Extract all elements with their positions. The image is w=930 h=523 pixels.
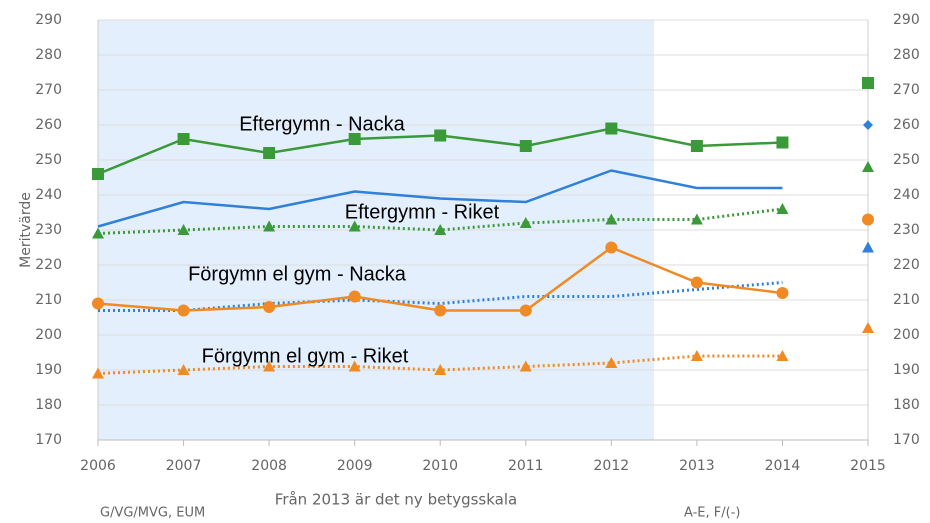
marker	[519, 140, 532, 152]
x-tick-label: 2013	[679, 458, 715, 474]
marker	[177, 304, 190, 317]
x-axis-label: Från 2013 är det ny betygsskala	[275, 491, 517, 509]
y2-tick-label: 190	[893, 362, 920, 378]
y2-tick-label: 280	[893, 47, 920, 63]
y2-tick-label: 270	[893, 82, 920, 98]
y-tick-label: 250	[35, 152, 62, 168]
y2-tick-label: 230	[893, 222, 920, 238]
marker	[92, 367, 104, 379]
y-tick-label: 240	[35, 187, 62, 203]
y-tick-label: 280	[35, 47, 62, 63]
series-annotation: Eftergymn - Riket	[345, 201, 500, 223]
x-tick-label: 2010	[422, 458, 458, 474]
marker	[862, 161, 874, 172]
series-annotation: Förgymn el gym - Riket	[202, 345, 409, 367]
y-axis-label: Meritvärde	[18, 192, 34, 268]
x-tick-label: 2006	[80, 458, 116, 474]
y2-tick-label: 170	[893, 432, 920, 448]
marker	[690, 140, 703, 152]
y-tick-label: 290	[35, 12, 62, 28]
y-tick-label: 170	[35, 432, 62, 448]
y2-tick-label: 210	[893, 292, 920, 308]
marker	[519, 217, 532, 228]
y2-tick-label: 260	[893, 117, 920, 133]
marker	[519, 360, 532, 372]
marker	[348, 220, 361, 232]
x-tick-label: 2009	[337, 458, 373, 474]
marker	[434, 304, 447, 317]
marker	[519, 304, 532, 317]
marker	[605, 122, 618, 135]
marker	[863, 120, 873, 130]
marker	[348, 360, 361, 372]
marker	[605, 213, 618, 225]
series-line	[97, 169, 783, 228]
y-tick-label: 180	[35, 397, 62, 413]
y-tick-label: 260	[35, 117, 62, 133]
marker	[862, 322, 874, 333]
x-tick-label: 2014	[765, 458, 801, 474]
y2-tick-label: 290	[893, 12, 920, 28]
marker	[605, 357, 618, 368]
marker	[690, 350, 703, 361]
y2-tick-label: 200	[893, 327, 920, 343]
y-tick-label: 270	[35, 82, 62, 98]
marker	[348, 133, 361, 145]
marker	[862, 213, 874, 226]
y-tick-label: 190	[35, 362, 62, 378]
marker	[776, 287, 789, 299]
marker	[690, 276, 703, 289]
y-tick-label: 210	[35, 292, 62, 308]
note: A-E, F/(-)	[684, 506, 740, 521]
marker	[434, 364, 447, 375]
x-tick-label: 2007	[166, 458, 202, 474]
marker	[434, 129, 447, 142]
marker	[862, 77, 874, 89]
y2-tick-label: 180	[893, 397, 920, 413]
marker	[776, 203, 789, 214]
marker	[776, 350, 789, 361]
series-line	[97, 354, 783, 375]
series-line	[98, 281, 783, 312]
y2-tick-label: 220	[893, 257, 920, 273]
marker	[434, 224, 447, 235]
marker	[177, 224, 190, 235]
marker	[690, 213, 703, 225]
x-tick-label: 2012	[594, 458, 630, 474]
x-tick-label: 2015	[850, 458, 886, 474]
marker	[263, 360, 276, 372]
y-tick-label: 220	[35, 257, 62, 273]
y-tick-label: 230	[35, 222, 62, 238]
marker	[862, 241, 874, 253]
marker	[92, 297, 104, 310]
marker	[605, 241, 618, 254]
y2-tick-label: 250	[893, 152, 920, 168]
marker	[177, 133, 190, 145]
note: G/VG/MVG, EUM	[100, 506, 205, 521]
series-line	[97, 207, 783, 235]
marker	[92, 168, 104, 180]
marker	[177, 364, 190, 375]
marker	[263, 220, 276, 232]
marker	[263, 147, 276, 159]
marker	[776, 136, 789, 149]
marker	[348, 290, 361, 303]
series-annotation: Eftergymn - Nacka	[239, 113, 405, 135]
x-tick-label: 2008	[251, 458, 287, 474]
x-tick-label: 2011	[508, 458, 544, 474]
marker	[92, 227, 104, 239]
y-tick-label: 200	[35, 327, 62, 343]
marker	[263, 301, 276, 313]
series-annotation: Förgymn el gym - Nacka	[188, 263, 407, 285]
y2-tick-label: 240	[893, 187, 920, 203]
